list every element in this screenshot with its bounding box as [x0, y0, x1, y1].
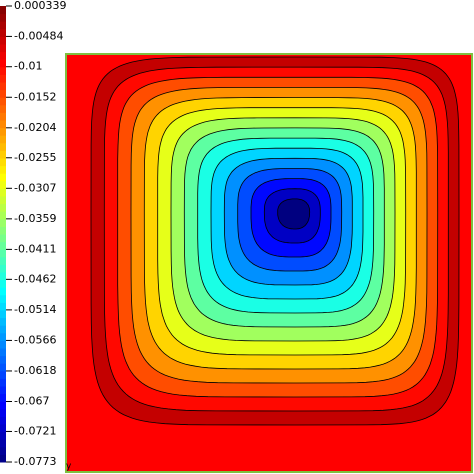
colorbar-segment: [0, 325, 6, 334]
colorbar-segment: [0, 226, 6, 235]
colorbar-tick-label: -0.00484: [14, 29, 63, 42]
colorbar-segment: [0, 424, 6, 433]
colorbar-segment: [0, 294, 6, 303]
colorbar-tick-label: -0.0514: [14, 303, 56, 316]
colorbar-segment: [0, 241, 6, 250]
colorbar-segment: [0, 264, 6, 273]
colorbar-tick-label: -0.0773: [14, 455, 56, 468]
colorbar-tick-label: -0.0204: [14, 121, 56, 134]
colorbar-segment: [0, 363, 6, 372]
colorbar-segment: [0, 272, 6, 281]
colorbar-segment: [0, 66, 6, 75]
colorbar-segment: [0, 355, 6, 364]
colorbar-segment: [0, 150, 6, 159]
colorbar-tick-label: -0.0462: [14, 272, 56, 285]
colorbar-tick-label: -0.0152: [14, 90, 56, 103]
colorbar-segment: [0, 416, 6, 425]
colorbar-segment: [0, 36, 6, 45]
colorbar-segment: [0, 59, 6, 68]
colorbar-segment: [0, 165, 6, 174]
colorbar-segment: [0, 13, 6, 22]
colorbar-tick-label: -0.0307: [14, 181, 56, 194]
colorbar-segment: [0, 439, 6, 448]
colorbar-tick-label: -0.0411: [14, 242, 56, 255]
colorbar-segment: [0, 89, 6, 98]
colorbar-segment: [0, 21, 6, 30]
colorbar-segment: [0, 44, 6, 53]
colorbar-segment: [0, 393, 6, 402]
colorbar-segment: [0, 74, 6, 83]
colorbar-segment: [0, 188, 6, 197]
colorbar-segment: [0, 234, 6, 243]
colorbar-segment: [0, 127, 6, 136]
colorbar-segment: [0, 431, 6, 440]
colorbar-segment: [0, 401, 6, 410]
colorbar-segment: [0, 196, 6, 205]
colorbar-segment: [0, 135, 6, 144]
colorbar-tick-label: -0.0618: [14, 364, 56, 377]
colorbar-segment: [0, 112, 6, 121]
contour: [277, 198, 311, 230]
colorbar-segment: [0, 370, 6, 379]
colorbar-segment: [0, 332, 6, 341]
colorbar-segment: [0, 82, 6, 91]
colorbar-segment: [0, 211, 6, 220]
colorbar-tick-label: -0.067: [14, 395, 49, 408]
colorbar-segment: [0, 348, 6, 357]
colorbar-segment: [0, 256, 6, 265]
colorbar-segment: [0, 302, 6, 311]
colorbar-tick-label: 0.000339: [14, 0, 67, 12]
colorbar-segment: [0, 454, 6, 463]
axis-label: y: [66, 462, 72, 472]
colorbar-tick-label: -0.0359: [14, 212, 56, 225]
colorbar-segment: [0, 218, 6, 227]
colorbar-segment: [0, 378, 6, 387]
colorbar-tick-label: -0.0255: [14, 151, 56, 164]
colorbar-segment: [0, 340, 6, 349]
colorbar-segment: [0, 180, 6, 189]
colorbar-segment: [0, 408, 6, 417]
colorbar-segment: [0, 279, 6, 288]
colorbar-segment: [0, 310, 6, 319]
colorbar-segment: [0, 386, 6, 395]
colorbar-segment: [0, 120, 6, 129]
colorbar-segment: [0, 104, 6, 113]
colorbar-segment: [0, 173, 6, 182]
colorbar-tick-label: -0.0566: [14, 333, 56, 346]
colorbar-segment: [0, 317, 6, 326]
colorbar-segment: [0, 97, 6, 106]
colorbar-tick-label: -0.0721: [14, 424, 56, 437]
colorbar-segment: [0, 142, 6, 151]
colorbar-segment: [0, 446, 6, 455]
colorbar-segment: [0, 249, 6, 258]
colorbar-segment: [0, 287, 6, 296]
colorbar-tick-label: -0.01: [14, 60, 42, 73]
colorbar-segment: [0, 6, 6, 15]
colorbar-segment: [0, 28, 6, 37]
colorbar-segment: [0, 51, 6, 60]
colorbar-segment: [0, 203, 6, 212]
colorbar-segment: [0, 158, 6, 167]
